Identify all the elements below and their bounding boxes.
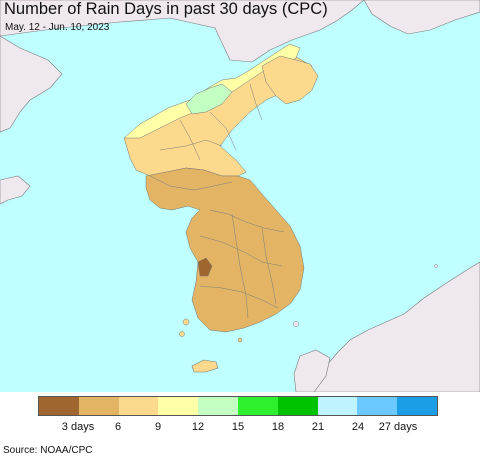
sk-brown-patch bbox=[197, 257, 213, 277]
map-title: Number of Rain Days in past 30 days (CPC… bbox=[4, 0, 328, 18]
nk-green-patch bbox=[185, 83, 233, 115]
nk-northeast bbox=[261, 55, 319, 105]
legend-labels: 3 days 6 9 12 15 18 21 24 27 days bbox=[38, 421, 438, 435]
legend-swatch bbox=[118, 397, 159, 415]
legend-swatch bbox=[237, 397, 278, 415]
legend-swatch bbox=[317, 397, 358, 415]
sk-main bbox=[145, 167, 305, 333]
rain-days-map bbox=[0, 0, 480, 392]
jeju-island bbox=[191, 359, 219, 373]
legend-swatch bbox=[158, 397, 199, 415]
province-boundaries bbox=[149, 83, 285, 319]
legend-label: 24 bbox=[351, 421, 365, 433]
liaodong-land bbox=[0, 35, 63, 133]
source-credit: Source: NOAA/CPC bbox=[3, 445, 93, 456]
legend-swatch bbox=[39, 397, 79, 415]
legend-label: 18 bbox=[271, 421, 285, 433]
russia-far-east-land bbox=[363, 0, 480, 35]
legend-swatch bbox=[198, 397, 238, 415]
map-subtitle: May. 12 - Jun. 10, 2023 bbox=[5, 22, 110, 33]
legend-swatch bbox=[277, 397, 318, 415]
legend-label: 15 bbox=[231, 421, 245, 433]
island bbox=[293, 321, 299, 327]
legend-swatch bbox=[78, 397, 119, 415]
legend-label: 27 days bbox=[378, 421, 418, 433]
kyushu-land bbox=[293, 349, 331, 392]
color-legend bbox=[38, 396, 438, 416]
legend-label: 21 bbox=[311, 421, 325, 433]
island bbox=[237, 337, 243, 343]
china-northeast-land bbox=[0, 0, 365, 63]
island bbox=[182, 318, 190, 326]
shandong-coast bbox=[0, 175, 31, 205]
legend-label: 6 bbox=[114, 421, 122, 433]
island bbox=[179, 331, 185, 337]
island bbox=[434, 264, 438, 268]
legend-swatch bbox=[397, 397, 437, 415]
legend-label: 12 bbox=[191, 421, 205, 433]
legend-swatch bbox=[357, 397, 398, 415]
legend-label: 9 bbox=[154, 421, 162, 433]
legend-label: 3 days bbox=[61, 421, 95, 433]
